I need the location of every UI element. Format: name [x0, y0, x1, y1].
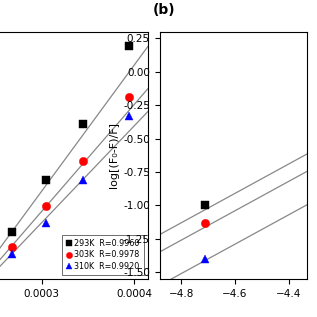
Legend: 293K  R=0.9960, 303K  R=0.9978, 310K  R=0.9920: 293K R=0.9960, 303K R=0.9978, 310K R=0.9…	[61, 235, 144, 275]
Text: (b): (b)	[152, 3, 175, 17]
Y-axis label: log[(F₀-F)/F]: log[(F₀-F)/F]	[109, 122, 119, 188]
